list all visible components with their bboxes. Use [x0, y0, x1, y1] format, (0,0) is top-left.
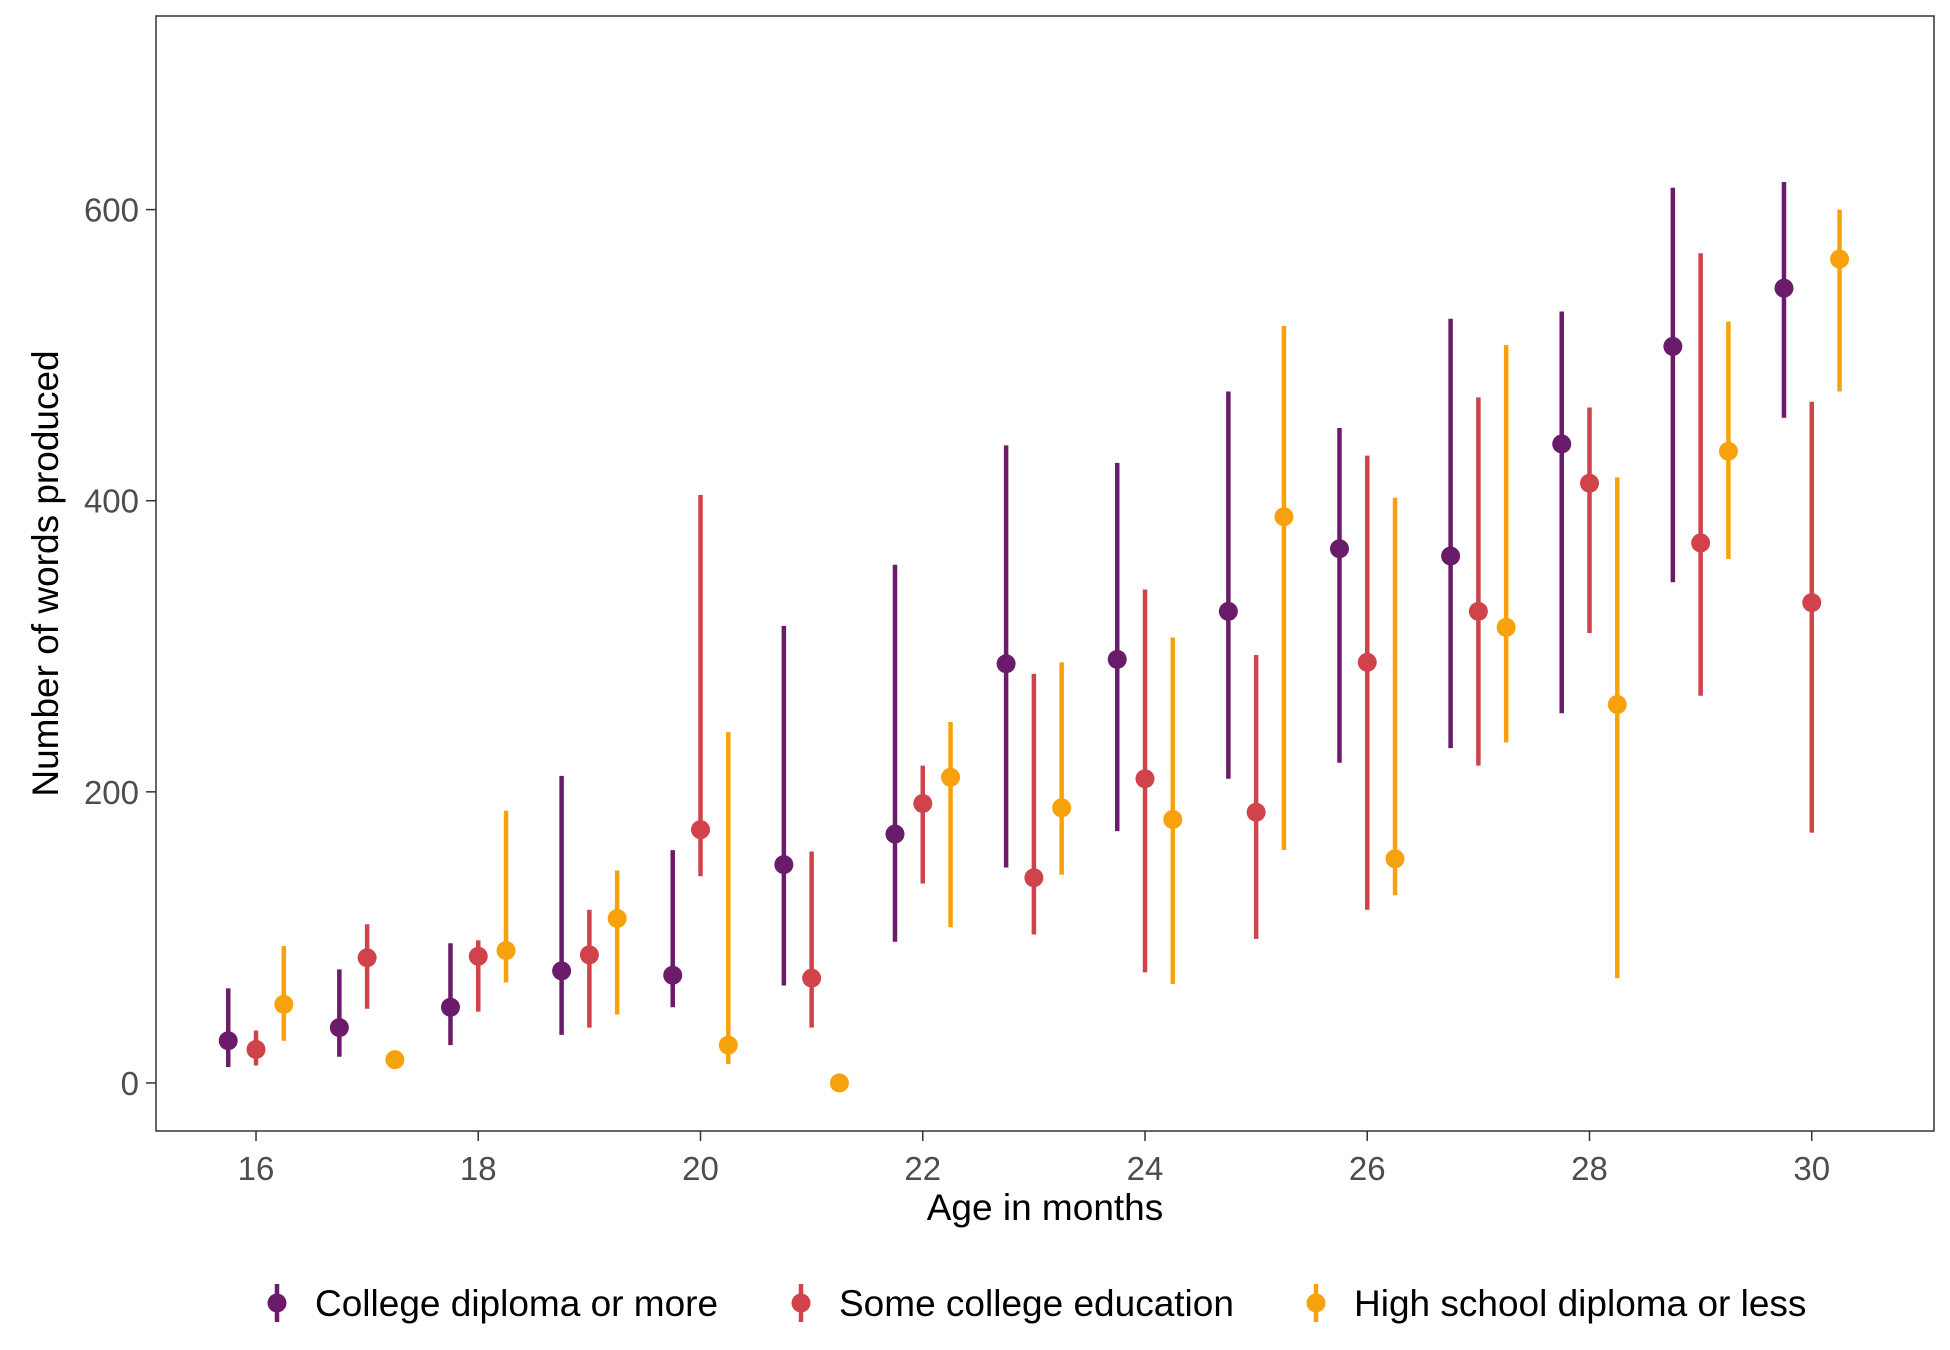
data-point [1663, 336, 1683, 356]
data-point [941, 767, 961, 787]
legend-key-point [1306, 1293, 1326, 1313]
data-point [385, 1050, 405, 1070]
data-marks [218, 181, 1850, 1093]
data-point [1052, 798, 1072, 818]
legend-item: Some college education [791, 1283, 1234, 1324]
x-tick-label: 28 [1571, 1150, 1608, 1187]
data-point [1830, 249, 1850, 269]
plot-border [155, 15, 1935, 1132]
x-tick-label: 16 [238, 1150, 275, 1187]
x-tick-label: 26 [1349, 1150, 1386, 1187]
data-point [1802, 593, 1822, 613]
data-point [1329, 539, 1349, 559]
plot-panel [155, 15, 1935, 1132]
x-axis-title: Age in months [927, 1187, 1164, 1228]
data-point [274, 994, 294, 1014]
data-point [1552, 434, 1572, 454]
data-point [496, 941, 516, 961]
data-point [1607, 695, 1627, 715]
legend-label: College diploma or more [315, 1283, 718, 1324]
data-point [1580, 473, 1600, 493]
data-point [774, 855, 794, 875]
y-axis-title: Number of words produced [25, 350, 66, 796]
data-point [663, 965, 683, 985]
legend-key-point [791, 1293, 811, 1313]
legend-item: High school diploma or less [1306, 1283, 1806, 1324]
data-point [913, 793, 933, 813]
data-point [246, 1039, 266, 1059]
x-tick-label: 20 [682, 1150, 719, 1187]
series-group [218, 181, 1794, 1067]
x-tick-label: 18 [460, 1150, 497, 1187]
data-point [329, 1018, 349, 1038]
y-tick-label: 0 [121, 1065, 139, 1102]
x-tick-label: 22 [904, 1150, 941, 1187]
y-tick-label: 200 [84, 774, 139, 811]
data-point [552, 961, 572, 981]
data-point [1246, 802, 1266, 822]
x-axis: 16 18 20 22 24 26 28 30 [238, 1131, 1830, 1187]
data-point [1218, 601, 1238, 621]
data-point [829, 1073, 849, 1093]
data-point [1274, 507, 1294, 527]
data-point [1135, 769, 1155, 789]
data-point [440, 997, 460, 1017]
data-point [1385, 849, 1405, 869]
series-group [274, 209, 1850, 1093]
data-point [607, 908, 627, 928]
data-point [1441, 546, 1461, 566]
legend-item: College diploma or more [267, 1283, 718, 1324]
y-axis: 0 200 400 600 [84, 192, 156, 1102]
data-point [1468, 601, 1488, 621]
data-point [1718, 441, 1738, 461]
data-point [1774, 278, 1794, 298]
data-point [1496, 617, 1516, 637]
data-point [357, 948, 377, 968]
data-point [1107, 649, 1127, 669]
series-group [246, 253, 1822, 1066]
x-tick-label: 30 [1793, 1150, 1830, 1187]
data-point [1691, 533, 1711, 553]
data-point [996, 654, 1016, 674]
legend-label: High school diploma or less [1354, 1283, 1806, 1324]
data-point [579, 945, 599, 965]
legend-label: Some college education [839, 1283, 1234, 1324]
y-tick-label: 400 [84, 483, 139, 520]
data-point [885, 824, 905, 844]
data-point [468, 946, 488, 966]
data-point [218, 1031, 238, 1051]
legend: College diploma or more Some college educ… [267, 1283, 1806, 1324]
data-point [718, 1035, 738, 1055]
data-point [1357, 652, 1377, 672]
data-point [691, 820, 711, 840]
data-point [802, 968, 822, 988]
y-tick-label: 600 [84, 192, 139, 229]
data-point [1024, 868, 1044, 888]
data-point [1163, 809, 1183, 829]
x-tick-label: 24 [1127, 1150, 1164, 1187]
legend-key-point [267, 1293, 287, 1313]
